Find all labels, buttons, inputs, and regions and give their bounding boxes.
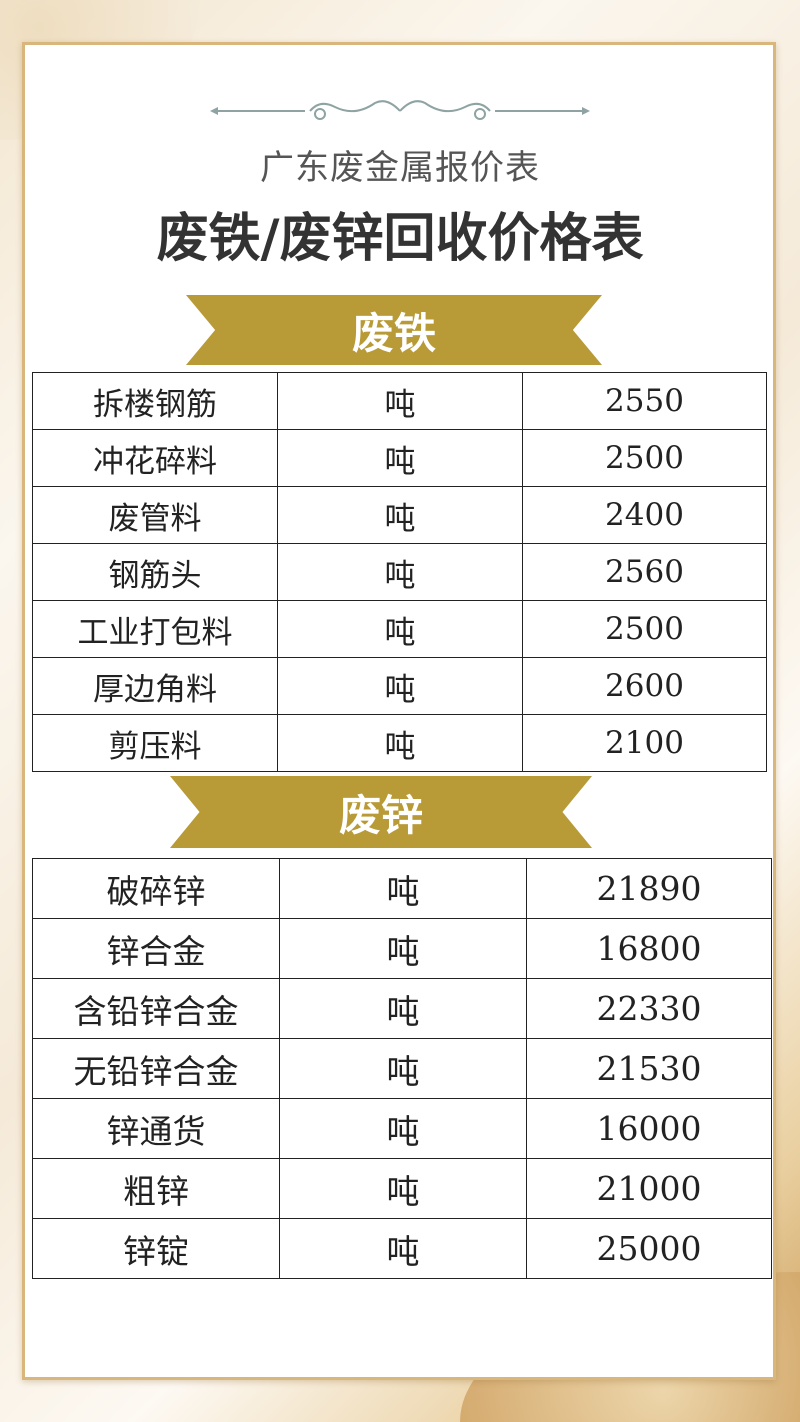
table-row: 含铅锌合金吨 22330 (32, 978, 772, 1039)
cell-price: 25000 (526, 1218, 772, 1279)
cell-unit: 吨 (279, 978, 527, 1039)
cell-unit: 吨 (277, 657, 523, 715)
cell-item: 剪压料 (32, 714, 278, 772)
subtitle: 广东废金属报价表 (260, 148, 540, 188)
cell-item: 锌锭 (32, 1218, 280, 1279)
cell-unit: 吨 (277, 486, 523, 544)
zinc-price-table: 破碎锌吨 21890 锌合金吨 16800 含铅锌合金吨 22330 无铅锌合金吨 21530… (32, 858, 772, 1279)
cell-item: 含铅锌合金 (32, 978, 280, 1039)
table-row: 破碎锌吨 21890 (32, 858, 772, 919)
cell-price: 2400 (522, 486, 767, 544)
cell-item: 钢筋头 (32, 543, 278, 601)
cell-item: 锌合金 (32, 918, 280, 979)
cell-price: 2500 (522, 429, 767, 487)
table-row: 工业打包料吨 2500 (32, 600, 767, 658)
cell-unit: 吨 (277, 600, 523, 658)
page-title: 废铁/废锌回收价格表 (156, 209, 644, 269)
cell-item: 无铅锌合金 (32, 1038, 280, 1099)
cell-price: 2550 (522, 372, 767, 430)
cell-item: 厚边角料 (32, 657, 278, 715)
cell-price: 2560 (522, 543, 767, 601)
cell-unit: 吨 (279, 1038, 527, 1099)
cell-item: 工业打包料 (32, 600, 278, 658)
cell-unit: 吨 (279, 1098, 527, 1159)
table-row: 锌通货吨 16000 (32, 1098, 772, 1159)
cell-item: 废管料 (32, 486, 278, 544)
cell-unit: 吨 (279, 918, 527, 979)
cell-price: 2500 (522, 600, 767, 658)
cell-unit: 吨 (279, 1218, 527, 1279)
cell-unit: 吨 (277, 429, 523, 487)
cell-unit: 吨 (277, 543, 523, 601)
cell-item: 拆楼钢筋 (32, 372, 278, 430)
cell-item: 粗锌 (32, 1158, 280, 1219)
table-row: 剪压料吨 2100 (32, 714, 767, 772)
cell-price: 2600 (522, 657, 767, 715)
cell-price: 16000 (526, 1098, 772, 1159)
table-row: 锌锭吨 25000 (32, 1218, 772, 1279)
ornament-divider-icon (210, 100, 590, 120)
table-row: 钢筋头吨 2560 (32, 543, 767, 601)
cell-price: 21530 (526, 1038, 772, 1099)
cell-price: 2100 (522, 714, 767, 772)
cell-item: 冲花碎料 (32, 429, 278, 487)
cell-price: 16800 (526, 918, 772, 979)
section-banner-zinc: 废锌 (170, 776, 592, 848)
section-banner-iron: 废铁 (186, 295, 602, 365)
table-row: 冲花碎料吨 2500 (32, 429, 767, 487)
cell-unit: 吨 (279, 1158, 527, 1219)
cell-price: 21890 (526, 858, 772, 919)
cell-item: 锌通货 (32, 1098, 280, 1159)
iron-price-table: 拆楼钢筋吨 2550 冲花碎料吨 2500 废管料吨 2400 钢筋头吨 2560 工业打包料吨… (32, 372, 767, 772)
cell-unit: 吨 (277, 372, 523, 430)
cell-price: 21000 (526, 1158, 772, 1219)
table-row: 锌合金吨 16800 (32, 918, 772, 979)
table-row: 粗锌吨 21000 (32, 1158, 772, 1219)
cell-item: 破碎锌 (32, 858, 280, 919)
table-row: 无铅锌合金吨 21530 (32, 1038, 772, 1099)
cell-unit: 吨 (279, 858, 527, 919)
table-row: 废管料吨 2400 (32, 486, 767, 544)
table-row: 厚边角料吨 2600 (32, 657, 767, 715)
table-row: 拆楼钢筋吨 2550 (32, 372, 767, 430)
cell-price: 22330 (526, 978, 772, 1039)
cell-unit: 吨 (277, 714, 523, 772)
